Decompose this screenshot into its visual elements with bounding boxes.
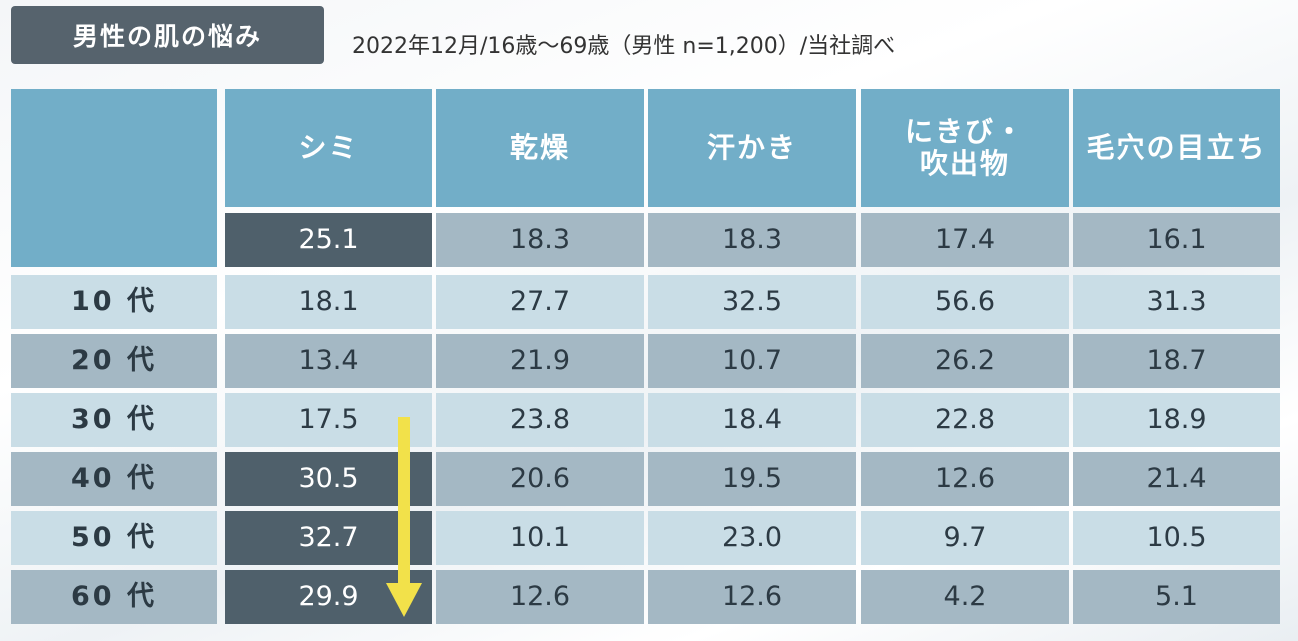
row-label: 30 代 [11, 393, 217, 447]
table-cell: 32.5 [648, 275, 856, 329]
column-header: シミ [225, 89, 432, 207]
table-cell: 18.4 [648, 393, 856, 447]
table-cell: 19.5 [648, 452, 856, 506]
table-cell: 30.5 [225, 452, 432, 506]
table-cell: 22.8 [861, 393, 1069, 447]
column-header: 汗かき [648, 89, 856, 207]
row-label: 60 代 [11, 570, 217, 624]
row-label: 10 代 [11, 275, 217, 329]
survey-subtitle: 2022年12月/16歳～69歳（男性 n=1,200）/当社調べ [352, 34, 896, 59]
table-cell: 32.7 [225, 511, 432, 565]
corner-cell [11, 89, 217, 267]
table-cell: 9.7 [861, 511, 1069, 565]
row-label: 40 代 [11, 452, 217, 506]
table-cell: 20.6 [436, 452, 644, 506]
table-cell: 10.1 [436, 511, 644, 565]
table-cell: 23.8 [436, 393, 644, 447]
table-cell: 21.4 [1073, 452, 1280, 506]
table-cell: 18.9 [1073, 393, 1280, 447]
total-cell: 18.3 [436, 213, 644, 267]
column-header: 毛穴の目立ち [1073, 89, 1280, 207]
table-cell: 21.9 [436, 334, 644, 388]
table-cell: 31.3 [1073, 275, 1280, 329]
row-label: 20 代 [11, 334, 217, 388]
table-cell: 4.2 [861, 570, 1069, 624]
total-cell: 17.4 [861, 213, 1069, 267]
table-cell: 27.7 [436, 275, 644, 329]
page-title: 男性の肌の悩み [11, 6, 324, 64]
table-cell: 10.7 [648, 334, 856, 388]
total-cell: 18.3 [648, 213, 856, 267]
table-cell: 12.6 [436, 570, 644, 624]
table-cell: 26.2 [861, 334, 1069, 388]
down-arrow-icon [386, 417, 422, 617]
table-cell: 56.6 [861, 275, 1069, 329]
row-label: 50 代 [11, 511, 217, 565]
table-cell: 18.7 [1073, 334, 1280, 388]
table-cell: 12.6 [861, 452, 1069, 506]
table-cell: 12.6 [648, 570, 856, 624]
table-cell: 17.5 [225, 393, 432, 447]
column-header: にきび・ 吹出物 [861, 89, 1069, 207]
table-cell: 18.1 [225, 275, 432, 329]
table-cell: 13.4 [225, 334, 432, 388]
column-header: 乾燥 [436, 89, 644, 207]
table-cell: 5.1 [1073, 570, 1280, 624]
table-cell: 10.5 [1073, 511, 1280, 565]
table-cell: 23.0 [648, 511, 856, 565]
total-cell: 16.1 [1073, 213, 1280, 267]
total-cell: 25.1 [225, 213, 432, 267]
